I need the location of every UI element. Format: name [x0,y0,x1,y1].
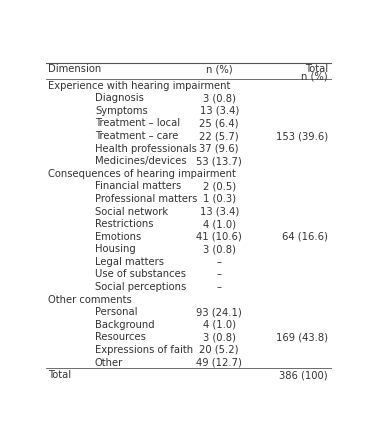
Text: Diagnosis: Diagnosis [95,93,144,103]
Text: 2 (0.5): 2 (0.5) [203,182,236,191]
Text: 20 (5.2): 20 (5.2) [199,345,239,355]
Text: 25 (6.4): 25 (6.4) [199,119,239,128]
Text: 22 (5.7): 22 (5.7) [199,131,239,141]
Text: 13 (3.4): 13 (3.4) [200,206,239,217]
Text: 93 (24.1): 93 (24.1) [196,307,242,317]
Text: Health professionals: Health professionals [95,144,197,154]
Text: Social perceptions: Social perceptions [95,282,186,292]
Text: 13 (3.4): 13 (3.4) [200,106,239,116]
Text: Treatment – local: Treatment – local [95,119,180,128]
Text: 3 (0.8): 3 (0.8) [203,93,235,103]
Text: Social network: Social network [95,206,168,217]
Text: 1 (0.3): 1 (0.3) [203,194,236,204]
Text: Consequences of hearing impairment: Consequences of hearing impairment [48,169,236,179]
Text: n (%): n (%) [301,71,328,81]
Text: 41 (10.6): 41 (10.6) [196,232,242,242]
Text: Other comments: Other comments [48,295,132,305]
Text: Personal: Personal [95,307,137,317]
Text: 53 (13.7): 53 (13.7) [196,156,242,166]
Text: Expressions of faith: Expressions of faith [95,345,193,355]
Text: n (%): n (%) [206,64,232,74]
Text: Symptoms: Symptoms [95,106,148,116]
Text: Background: Background [95,320,155,330]
Text: Resources: Resources [95,333,146,342]
Text: 386 (100): 386 (100) [279,370,328,380]
Text: Financial matters: Financial matters [95,182,181,191]
Text: 3 (0.8): 3 (0.8) [203,244,235,254]
Text: Emotions: Emotions [95,232,141,242]
Text: 153 (39.6): 153 (39.6) [276,131,328,141]
Text: Professional matters: Professional matters [95,194,197,204]
Text: 4 (1.0): 4 (1.0) [203,320,236,330]
Text: Other: Other [95,357,123,368]
Text: 4 (1.0): 4 (1.0) [203,219,236,229]
Text: 169 (43.8): 169 (43.8) [276,333,328,342]
Text: –: – [217,257,222,267]
Text: Housing: Housing [95,244,136,254]
Text: Total: Total [48,370,72,380]
Text: 3 (0.8): 3 (0.8) [203,333,235,342]
Text: 49 (12.7): 49 (12.7) [196,357,242,368]
Text: Experience with hearing impairment: Experience with hearing impairment [48,81,231,91]
Text: Total: Total [305,64,328,74]
Text: Restrictions: Restrictions [95,219,154,229]
Text: Medicines/devices: Medicines/devices [95,156,187,166]
Text: –: – [217,270,222,279]
Text: –: – [217,282,222,292]
Text: 64 (16.6): 64 (16.6) [282,232,328,242]
Text: Legal matters: Legal matters [95,257,164,267]
Text: Treatment – care: Treatment – care [95,131,178,141]
Text: Dimension: Dimension [48,64,102,74]
Text: 37 (9.6): 37 (9.6) [199,144,239,154]
Text: Use of substances: Use of substances [95,270,186,279]
